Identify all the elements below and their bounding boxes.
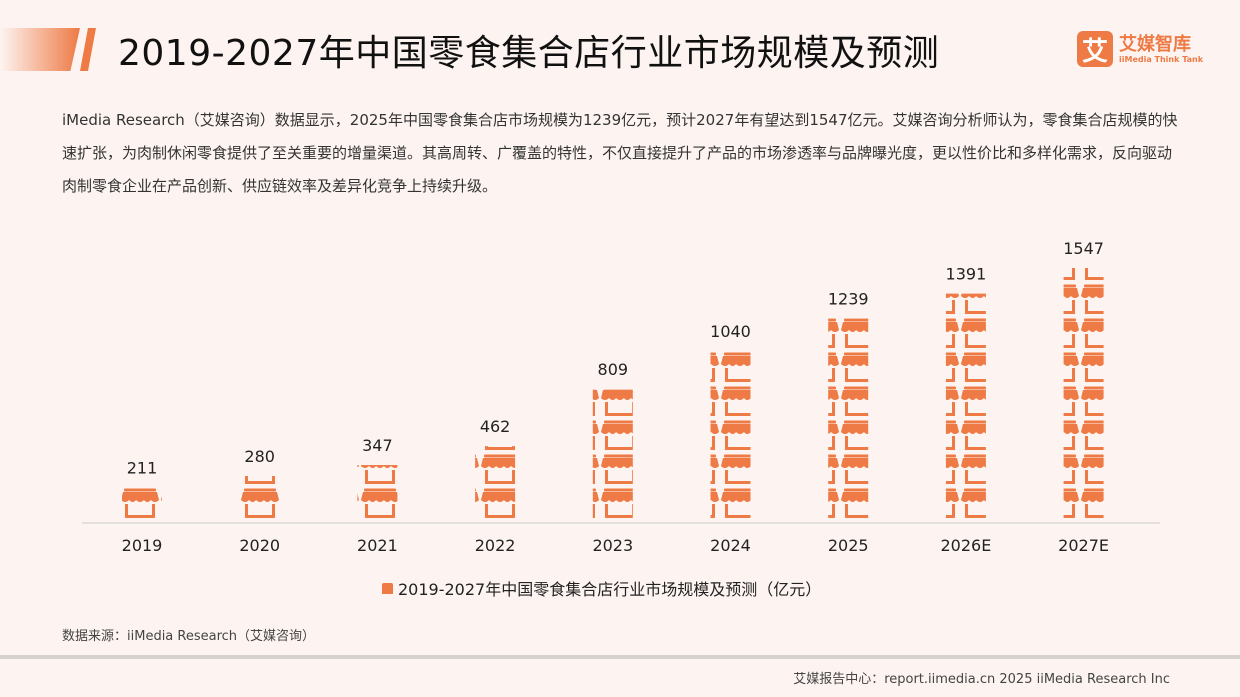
x-tick-label: 2022 [475, 536, 516, 555]
bar-2023 [592, 389, 633, 522]
store-icon [382, 582, 393, 594]
bar-2027E [1063, 268, 1104, 522]
footer-divider [0, 655, 1240, 659]
x-tick-label: 2024 [710, 536, 751, 555]
data-label: 211 [127, 458, 158, 477]
bar-2025 [828, 318, 869, 522]
chart: 211 2019 280 2020 347 2021 462 2022 809 2023 1040 2… [82, 239, 1160, 555]
page-title: 2019-2027年中国零食集合店行业市场规模及预测 [118, 33, 940, 74]
x-tick-label: 2020 [239, 536, 280, 555]
data-label: 1040 [710, 322, 751, 341]
bar-2026E [945, 293, 986, 522]
data-label: 347 [362, 436, 393, 455]
data-label: 1239 [828, 290, 869, 309]
logo: 艾 艾媒智库 iiMedia Think Tank [1077, 31, 1203, 67]
logo-mark: 艾 [1077, 31, 1113, 67]
title-decoration [0, 28, 80, 71]
x-tick-label: 2026E [940, 536, 991, 555]
data-label: 809 [598, 360, 629, 379]
footer-text: 艾媒报告中心：report.iimedia.cn 2025 iiMedia Re… [793, 672, 1170, 687]
bar-2022 [475, 446, 516, 522]
bar-2024 [710, 351, 751, 522]
logo-subtext: iiMedia Think Tank [1119, 54, 1204, 64]
description: iMedia Research（艾媒咨询）数据显示，2025年中国零食集合店市场… [62, 111, 1178, 195]
data-label: 462 [480, 417, 511, 436]
bar-2019 [122, 487, 162, 522]
logo-text: 艾媒智库 [1119, 33, 1191, 55]
legend: 2019-2027年中国零食集合店行业市场规模及预测（亿元） [382, 576, 821, 600]
bar-2021 [357, 465, 398, 522]
x-tick-label: 2027E [1058, 536, 1109, 555]
x-tick-label: 2019 [122, 536, 163, 555]
x-tick-label: 2021 [357, 536, 398, 555]
data-label: 280 [244, 447, 275, 466]
x-tick-label: 2025 [828, 536, 869, 555]
legend-label: 2019-2027年中国零食集合店行业市场规模及预测（亿元） [398, 580, 822, 599]
data-label: 1391 [946, 265, 987, 284]
x-tick-label: 2023 [592, 536, 633, 555]
data-label: 1547 [1063, 239, 1104, 258]
bar-2020 [239, 476, 280, 522]
source-note: 数据来源：iiMedia Research（艾媒咨询） [62, 629, 316, 644]
